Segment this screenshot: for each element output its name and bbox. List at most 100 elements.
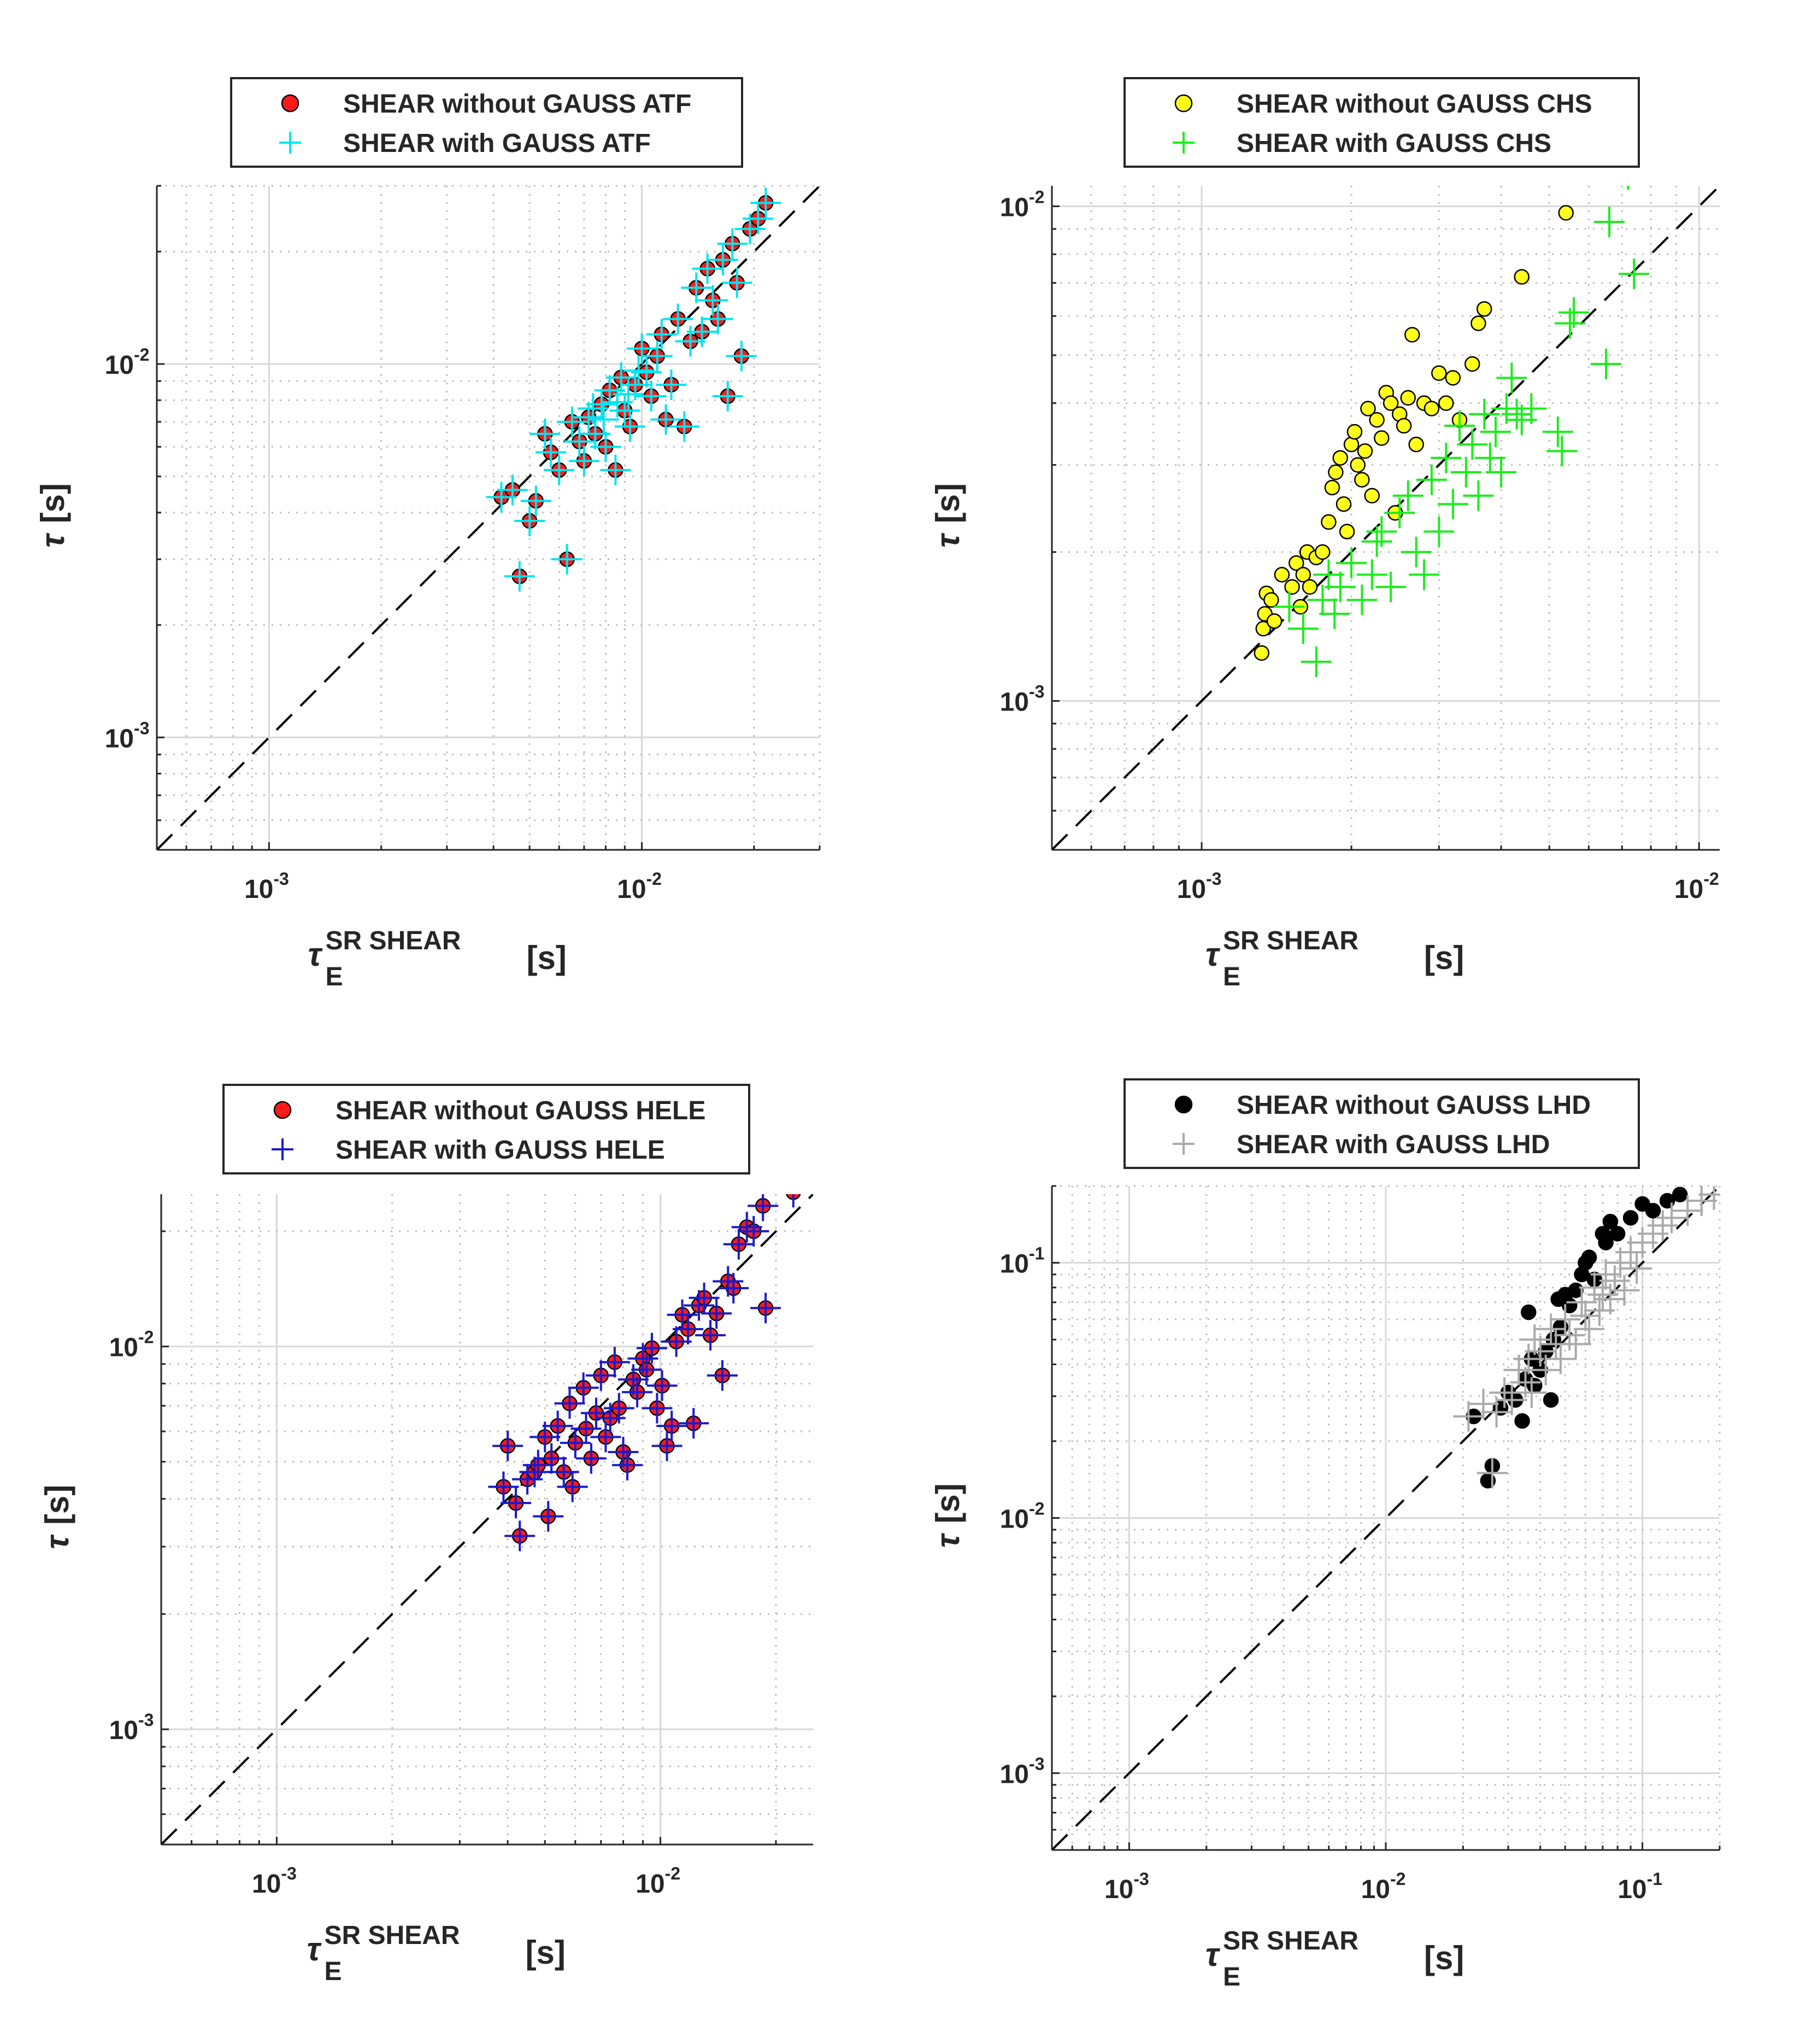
data-point xyxy=(1469,398,1500,430)
data-point xyxy=(667,1299,698,1330)
data-point xyxy=(1527,1378,1543,1394)
legend-label: SHEAR without GAUSS CHS xyxy=(1237,90,1592,119)
data-point xyxy=(1645,1203,1661,1219)
data-point xyxy=(636,380,667,412)
y-axis-label: τ [s] xyxy=(930,483,966,548)
data-point xyxy=(1423,401,1440,416)
data-point xyxy=(1470,315,1486,331)
data-point xyxy=(1554,1320,1585,1351)
legend-box xyxy=(230,77,743,168)
data-point xyxy=(1672,1187,1688,1203)
data-point xyxy=(1325,571,1356,602)
grid-atf xyxy=(156,185,821,851)
data-point xyxy=(622,1377,653,1408)
data-point xyxy=(681,272,712,303)
legend-marker xyxy=(1174,94,1193,113)
legend-marker xyxy=(272,1138,293,1160)
legend-label: SHEAR without GAUSS ATF xyxy=(343,90,691,119)
svg-text:-2: -2 xyxy=(1029,187,1044,207)
legend-label: SHEAR with GAUSS CHS xyxy=(1237,129,1551,158)
data-point xyxy=(1545,1343,1576,1375)
reference-line xyxy=(161,1194,813,1845)
data-point xyxy=(1496,362,1527,393)
data-point xyxy=(636,1332,667,1364)
data-point xyxy=(631,357,662,388)
legend-box xyxy=(1123,1078,1640,1169)
data-point xyxy=(612,1449,643,1481)
data-point xyxy=(1595,1284,1626,1315)
data-point xyxy=(718,1273,749,1304)
data-point xyxy=(650,404,681,435)
svg-text:[s]: [s] xyxy=(39,1485,75,1525)
svg-text:τ: τ xyxy=(307,1931,322,1967)
svg-text:10: 10 xyxy=(1000,1760,1029,1789)
data-point xyxy=(1302,579,1318,595)
legend-box xyxy=(1123,77,1640,168)
data-point xyxy=(1609,1274,1640,1306)
series-chs-1 xyxy=(1274,186,1650,677)
data-point xyxy=(575,1443,607,1474)
svg-text:10: 10 xyxy=(1361,1875,1390,1904)
data-point xyxy=(573,402,604,433)
data-point xyxy=(626,333,657,364)
svg-text:-1: -1 xyxy=(1029,1244,1044,1264)
data-point xyxy=(504,1520,536,1552)
svg-text:10: 10 xyxy=(252,1870,281,1899)
data-point xyxy=(623,355,654,386)
data-point xyxy=(1574,1313,1605,1344)
x-tick-label: 10 -3 xyxy=(1177,869,1222,904)
grid-hele xyxy=(160,1194,813,1846)
data-point xyxy=(1698,1186,1720,1210)
data-point xyxy=(731,1212,762,1243)
svg-text:SR SHEAR: SR SHEAR xyxy=(1223,1926,1358,1955)
svg-text:10: 10 xyxy=(1617,1875,1646,1904)
svg-text:-3: -3 xyxy=(1206,869,1221,889)
data-point xyxy=(522,1449,554,1481)
data-point xyxy=(1602,1213,1619,1230)
svg-text:10: 10 xyxy=(1104,1875,1133,1904)
legend-label: SHEAR with GAUSS LHD xyxy=(1237,1130,1550,1159)
data-point xyxy=(504,561,535,592)
data-point xyxy=(519,1456,550,1488)
svg-text:[s]: [s] xyxy=(526,1934,566,1971)
data-point xyxy=(535,437,566,468)
data-point xyxy=(673,1313,704,1344)
x-tick-label: 10 -2 xyxy=(1674,869,1719,904)
data-point xyxy=(1324,479,1340,496)
data-point xyxy=(501,1488,532,1519)
svg-text:-2: -2 xyxy=(1390,1869,1405,1889)
data-point xyxy=(1346,584,1378,615)
data-point xyxy=(594,375,625,406)
data-point xyxy=(1489,1377,1520,1408)
data-point xyxy=(1384,497,1415,528)
data-point xyxy=(1621,1253,1652,1284)
data-point xyxy=(556,406,587,437)
data-point xyxy=(1599,1265,1630,1296)
data-point xyxy=(1525,1336,1556,1367)
data-point xyxy=(646,319,677,350)
data-point xyxy=(613,379,644,410)
data-point xyxy=(1558,205,1574,221)
data-point xyxy=(1579,1272,1610,1303)
svg-text:SR SHEAR: SR SHEAR xyxy=(326,926,461,955)
data-point xyxy=(488,1471,519,1502)
data-point xyxy=(750,1293,781,1324)
y-tick-label: 10 -1 xyxy=(1000,1244,1045,1279)
svg-text:SR SHEAR: SR SHEAR xyxy=(1223,926,1358,955)
y-tick-label: 10 -2 xyxy=(105,345,150,380)
x-axis-label: τE SR SHEAR [s] xyxy=(307,1921,566,1986)
data-point xyxy=(669,411,700,442)
data-point xyxy=(1486,457,1517,488)
data-point xyxy=(1266,613,1283,629)
svg-text:10: 10 xyxy=(244,875,273,904)
data-point xyxy=(1519,1324,1550,1355)
data-point xyxy=(551,544,583,575)
data-point xyxy=(738,1215,769,1247)
data-point xyxy=(548,1456,579,1488)
legend-hele: SHEAR without GAUSS HELE SHEAR with GAUSS… xyxy=(222,1084,750,1174)
y-tick-label: 10 -3 xyxy=(105,718,150,753)
data-point xyxy=(1404,327,1420,343)
x-axis-label: τE SR SHEAR [s] xyxy=(1205,1926,1464,1992)
svg-text:[s]: [s] xyxy=(930,1483,966,1523)
grid-chs xyxy=(1051,186,1720,851)
